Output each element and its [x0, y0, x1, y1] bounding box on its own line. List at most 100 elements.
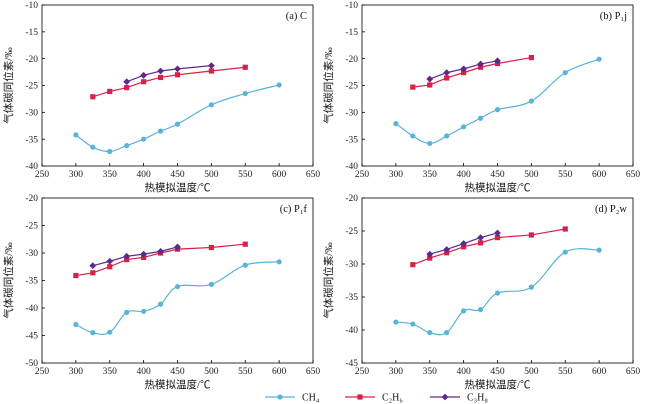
legend-label: C₂H₆: [382, 393, 403, 404]
panel-label: (a) C: [286, 11, 307, 22]
data-point: [208, 102, 214, 108]
data-point: [596, 56, 602, 62]
x-tick-label: 450: [490, 170, 505, 180]
x-tick-label: 650: [306, 170, 321, 180]
y-tick-label: -45: [25, 332, 38, 342]
x-tick-label: 300: [389, 367, 404, 377]
data-point: [427, 255, 433, 261]
data-point: [427, 140, 433, 147]
series-diamond: [426, 229, 501, 258]
data-point: [90, 330, 96, 336]
x-tick-label: 600: [272, 367, 287, 377]
data-point: [426, 250, 434, 258]
y-tick-label: -35: [345, 135, 358, 145]
y-tick-label: -20: [25, 194, 38, 204]
x-tick-label: 500: [524, 170, 539, 180]
data-point: [207, 62, 215, 70]
x-axis-title: 热模拟温度/℃: [465, 181, 531, 194]
series-square: [90, 64, 248, 100]
y-tick-label: -20: [345, 194, 358, 204]
data-point: [562, 249, 568, 255]
data-point: [410, 84, 416, 90]
data-point: [157, 247, 164, 255]
plot-frame: [361, 197, 634, 364]
y-tick-label: -20: [25, 55, 38, 65]
x-tick-label: 250: [355, 367, 370, 377]
x-axis-title: 热模拟温度/℃: [465, 378, 531, 391]
x-tick-label: 600: [272, 170, 287, 180]
y-tick-label: -10: [345, 1, 358, 11]
series-square: [73, 241, 248, 279]
y-tick-label: -25: [345, 82, 358, 92]
data-point: [460, 240, 468, 247]
data-point: [157, 67, 164, 75]
data-point: [393, 319, 399, 325]
data-point: [427, 82, 433, 88]
data-point: [89, 262, 97, 270]
series-line: [395, 248, 600, 336]
data-point: [494, 57, 501, 65]
data-point: [174, 72, 181, 78]
data-point: [528, 232, 534, 238]
y-axis-title: 气体碳同位素/‰: [2, 242, 15, 319]
data-point: [443, 69, 451, 77]
series-square: [410, 226, 568, 268]
x-axis-title: 热模拟温度/℃: [145, 181, 211, 194]
plot-frame: [361, 4, 634, 167]
panel-label: (b) P₁j: [600, 11, 627, 22]
x-tick-label: 400: [457, 367, 472, 377]
legend-marker: [277, 394, 283, 400]
data-point: [242, 64, 248, 70]
legend-item: C₃H₈: [430, 393, 488, 404]
data-point: [107, 88, 113, 95]
data-point: [208, 281, 214, 287]
y-tick-label: -30: [345, 109, 358, 119]
data-point: [157, 301, 164, 307]
series-line: [92, 66, 246, 98]
legend: CH₄ C₂H₆ C₃H₈: [265, 393, 488, 404]
y-tick-label: -30: [25, 249, 38, 259]
legend-item: CH₄: [265, 393, 320, 404]
data-point: [477, 115, 484, 121]
series-circle: [73, 82, 282, 155]
x-tick-label: 350: [423, 367, 438, 377]
legend-label: C₃H₈: [467, 393, 488, 404]
data-point: [562, 226, 568, 232]
data-point: [427, 330, 433, 336]
data-point: [106, 257, 114, 265]
data-point: [494, 107, 501, 113]
data-point: [90, 94, 96, 100]
data-point: [73, 132, 79, 138]
data-point: [107, 329, 113, 335]
data-point: [477, 60, 484, 68]
data-point: [562, 70, 568, 76]
data-point: [443, 246, 451, 253]
data-point: [410, 133, 416, 139]
chart-panel-2: 250 300 350 400 450 500 550 600 650 -40 -35 -30 -25 -…: [322, 1, 640, 194]
data-point: [242, 90, 248, 97]
series-square: [410, 54, 534, 90]
series-diamond: [426, 57, 501, 83]
legend-marker: [357, 394, 363, 400]
series-line: [395, 58, 600, 145]
data-point: [140, 71, 148, 79]
data-point: [140, 250, 148, 258]
data-point: [174, 121, 181, 127]
x-tick-label: 650: [626, 367, 641, 377]
data-point: [242, 241, 248, 247]
legend-marker: [441, 393, 449, 401]
y-tick-label: -25: [25, 222, 38, 232]
data-point: [444, 75, 450, 81]
y-tick-label: -35: [25, 135, 38, 145]
y-tick-label: -35: [25, 277, 38, 287]
data-point: [123, 252, 131, 260]
data-point: [141, 79, 147, 85]
x-tick-label: 450: [490, 367, 505, 377]
plot-frame: [41, 4, 314, 167]
x-tick-label: 650: [626, 170, 641, 180]
x-tick-label: 400: [457, 170, 472, 180]
data-point: [208, 244, 214, 251]
series-circle: [393, 247, 602, 336]
x-tick-label: 350: [423, 170, 438, 180]
